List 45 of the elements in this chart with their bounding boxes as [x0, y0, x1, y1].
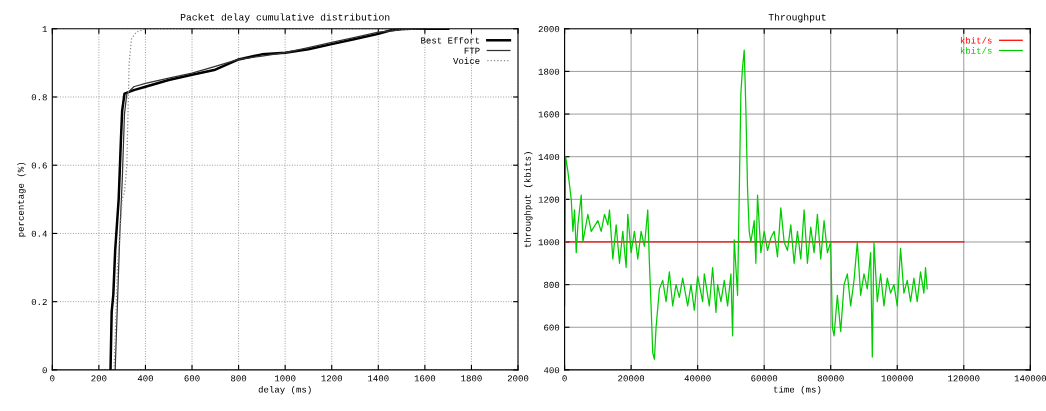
y-tick-label: 600: [544, 324, 560, 331]
y-tick-label: 800: [544, 281, 560, 288]
x-tick-label: 1000: [274, 375, 296, 382]
x-tick-label: 1800: [461, 375, 482, 382]
legend-label: Voice: [453, 57, 480, 64]
y-tick-label: 0.6: [31, 162, 47, 169]
y-tick-label: 0: [42, 367, 47, 374]
x-tick-label: 2000: [507, 375, 529, 382]
y-tick-label: 0.8: [31, 94, 47, 101]
x-tick-label: 120000: [948, 375, 980, 382]
x-tick-label: 0: [562, 375, 567, 382]
x-tick-label: 200: [91, 375, 107, 382]
y-axis-title: percentage (%): [17, 162, 26, 237]
y-tick-label: 0.4: [31, 230, 47, 237]
x-tick-label: 60000: [751, 375, 778, 382]
x-tick-label: 100000: [881, 375, 913, 382]
legend-label: kbit/s: [960, 47, 992, 54]
y-tick-label: 0.2: [31, 298, 47, 306]
y-tick-label: 1800: [538, 68, 560, 75]
x-axis-title: delay (ms): [258, 385, 311, 395]
chart-title: Packet delay cumulative distribution: [180, 13, 390, 23]
x-tick-label: 600: [184, 375, 200, 382]
x-axis-title: time (ms): [773, 385, 821, 395]
x-tick-label: 800: [231, 375, 247, 382]
x-tick-label: 0: [50, 375, 55, 382]
y-tick-label: 1600: [538, 111, 560, 118]
y-tick-label: 400: [543, 367, 560, 374]
legend-label: kbit/s: [960, 36, 992, 44]
x-tick-label: 400: [137, 375, 154, 382]
y-axis-title: throughput (kbits): [524, 152, 533, 248]
chart-title: Throughput: [768, 13, 826, 23]
x-tick-label: 40000: [684, 375, 711, 382]
y-tick-label: 1200: [538, 196, 560, 203]
legend-label: Best Effort: [421, 36, 480, 44]
x-tick-label: 1200: [321, 375, 343, 382]
x-tick-label: 20000: [618, 375, 645, 382]
y-tick-label: 2000: [538, 26, 560, 33]
x-tick-label: 140000: [1014, 375, 1046, 382]
x-tick-label: 1400: [368, 375, 389, 382]
legend-label: FTP: [464, 47, 480, 54]
y-tick-label: 1400: [538, 153, 560, 161]
x-tick-label: 1600: [414, 375, 436, 382]
x-tick-label: 80000: [817, 375, 844, 382]
y-tick-label: 1000: [538, 239, 560, 246]
y-tick-label: 1: [42, 26, 47, 33]
